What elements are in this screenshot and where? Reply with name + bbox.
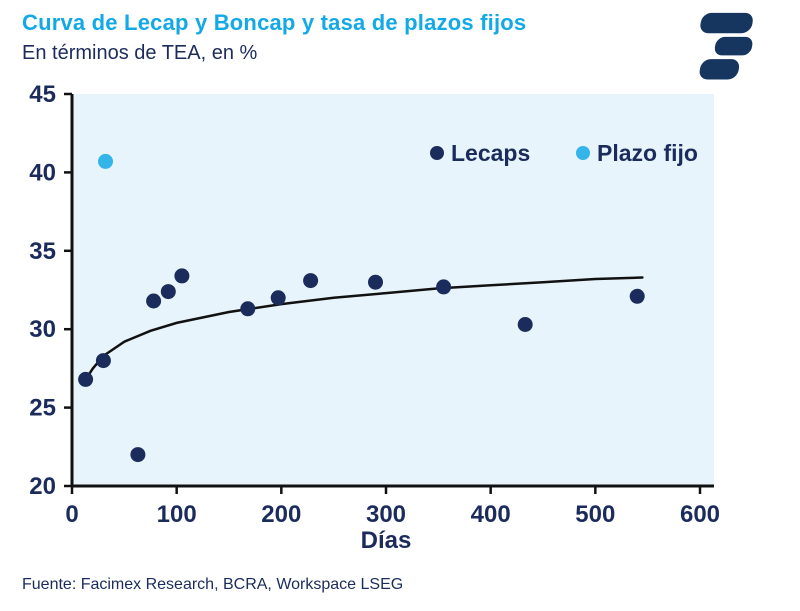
y-tick-label: 30 xyxy=(29,316,56,343)
data-point-lecaps xyxy=(303,273,319,289)
y-tick-label: 20 xyxy=(29,473,56,500)
data-point-lecaps xyxy=(95,353,111,369)
y-tick-label: 40 xyxy=(29,159,56,186)
legend-label-lecaps: Lecaps xyxy=(451,140,530,166)
legend-label-plazo-fijo: Plazo fijo xyxy=(597,140,698,166)
chart-subtitle: En términos de TEA, en % xyxy=(22,42,258,64)
x-tick-label: 400 xyxy=(471,501,511,528)
facimex-logo-mark xyxy=(699,12,753,80)
data-point-lecaps xyxy=(436,279,452,295)
chart-title: Curva de Lecap y Boncap y tasa de plazos… xyxy=(22,10,527,35)
data-point-lecaps xyxy=(78,371,94,387)
x-tick-label: 600 xyxy=(680,501,720,528)
data-point-plazo-fijo xyxy=(98,153,113,169)
logo-bar-top xyxy=(700,12,753,34)
y-tick-label: 25 xyxy=(29,395,56,422)
data-point-lecaps xyxy=(629,288,645,304)
plot-area xyxy=(72,94,714,486)
data-point-lecaps xyxy=(240,301,256,317)
x-axis-title: Días xyxy=(361,527,412,554)
x-tick-label: 500 xyxy=(575,501,615,528)
y-tick-label: 35 xyxy=(29,238,56,265)
data-point-lecaps xyxy=(160,284,176,300)
legend-dot-lecaps xyxy=(430,146,444,160)
logo-bar-middle xyxy=(714,36,753,56)
x-tick-label: 0 xyxy=(65,501,78,528)
x-tick-label: 200 xyxy=(261,501,301,528)
data-point-lecaps xyxy=(130,447,146,463)
chart-svg: 20 25 30 35 40 45 0 100 200 300 400 500 600 Lecaps Pla… xyxy=(29,81,720,554)
data-point-lecaps xyxy=(270,290,286,306)
logo-bar-bottom xyxy=(699,59,740,80)
data-point-lecaps xyxy=(146,293,162,309)
legend-dot-plazo-fijo xyxy=(576,146,590,160)
facimex-logo xyxy=(699,12,753,80)
x-tick-label: 300 xyxy=(366,501,406,528)
source-note: Fuente: Facimex Research, BCRA, Workspac… xyxy=(22,576,404,593)
data-point-lecaps xyxy=(174,268,190,284)
data-point-lecaps xyxy=(517,317,533,332)
data-point-lecaps xyxy=(368,274,383,290)
y-tick-label: 45 xyxy=(29,81,56,108)
x-tick-label: 100 xyxy=(157,501,197,528)
